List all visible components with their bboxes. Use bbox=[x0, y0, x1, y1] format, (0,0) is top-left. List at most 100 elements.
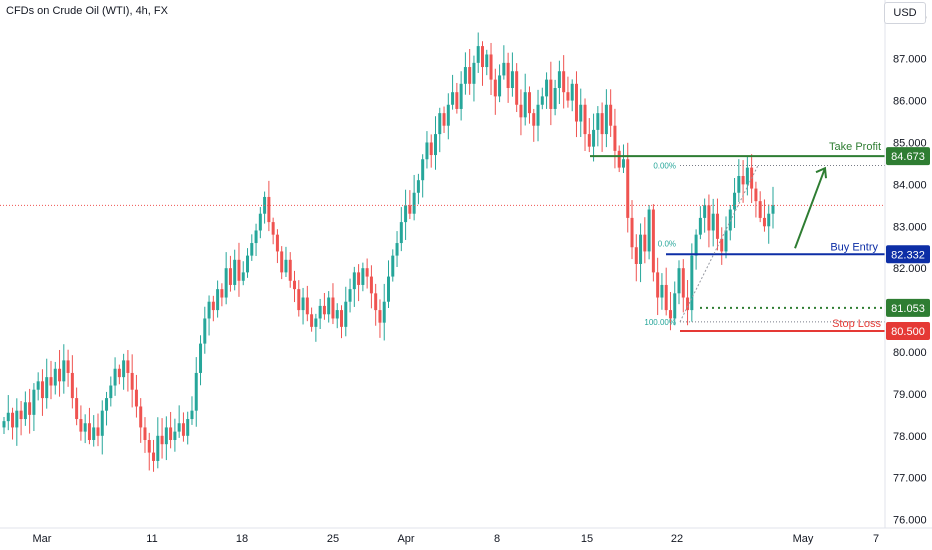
x-tick-label: 18 bbox=[236, 533, 248, 545]
candle-body bbox=[169, 427, 173, 440]
candle-body bbox=[703, 205, 707, 218]
y-tick-label: 82.000 bbox=[893, 263, 927, 275]
candle-body bbox=[75, 398, 79, 420]
candle-body bbox=[459, 83, 463, 109]
candle-body bbox=[438, 113, 442, 135]
candle-body bbox=[694, 234, 698, 256]
candle-body bbox=[442, 113, 446, 126]
candle-body bbox=[493, 79, 497, 97]
candle-body bbox=[720, 238, 724, 252]
candle-body bbox=[66, 360, 70, 373]
fib-top-label: 0.00% bbox=[653, 162, 676, 171]
candle-body bbox=[574, 83, 578, 122]
candle-body bbox=[660, 284, 664, 298]
candle-body bbox=[6, 412, 10, 422]
candle-body bbox=[113, 368, 117, 386]
candle-body bbox=[87, 423, 91, 440]
candle-body bbox=[340, 310, 344, 327]
y-tick-label: 86.000 bbox=[893, 96, 927, 108]
candle-body bbox=[96, 427, 100, 436]
candle-body bbox=[416, 180, 420, 193]
x-tick-label: 25 bbox=[327, 533, 339, 545]
candle-body bbox=[160, 435, 164, 445]
candle-body bbox=[224, 268, 228, 298]
fib-trend-line bbox=[679, 165, 759, 323]
candle-body bbox=[647, 209, 651, 252]
x-tick-label: 8 bbox=[494, 533, 500, 545]
candle-body bbox=[19, 410, 23, 420]
take-profit-label: Take Profit bbox=[829, 141, 881, 153]
candle-body bbox=[532, 113, 536, 126]
y-tick-label: 77.000 bbox=[893, 473, 927, 485]
candle-body bbox=[258, 213, 262, 231]
candle-body bbox=[280, 251, 284, 273]
y-tick-label: 78.000 bbox=[893, 431, 927, 443]
candle-body bbox=[698, 217, 702, 235]
candle-body bbox=[733, 192, 737, 210]
candle-body bbox=[45, 377, 49, 399]
candle-body bbox=[686, 297, 690, 311]
candle-body bbox=[395, 243, 399, 256]
candle-body bbox=[540, 96, 544, 105]
fib-mid-label: 0.0% bbox=[658, 239, 676, 248]
projection-arrow-head bbox=[815, 166, 827, 179]
candle-body bbox=[267, 196, 271, 223]
candle-body bbox=[130, 372, 134, 390]
candle-body bbox=[49, 377, 53, 386]
candle-body bbox=[152, 452, 156, 461]
time-axis[interactable]: Mar 11 18 25 Apr 8 15 22 May 7 bbox=[33, 533, 880, 545]
candle-body bbox=[592, 129, 596, 147]
candle-body bbox=[673, 293, 677, 319]
candle-body bbox=[489, 54, 493, 80]
candle-body bbox=[613, 125, 617, 151]
candle-body bbox=[600, 113, 604, 135]
candle-body bbox=[480, 46, 484, 68]
candle-body bbox=[32, 389, 36, 415]
candle-body bbox=[79, 419, 83, 432]
fib-bottom-label: 100.00% bbox=[644, 318, 676, 327]
candle-body bbox=[455, 92, 459, 109]
candle-body bbox=[446, 104, 450, 126]
candle-body bbox=[40, 381, 44, 399]
candle-body bbox=[566, 92, 570, 101]
candle-body bbox=[58, 368, 62, 382]
candle-body bbox=[399, 222, 403, 244]
candle-body bbox=[331, 297, 335, 319]
candle-body bbox=[502, 62, 506, 76]
candle-body bbox=[100, 410, 104, 436]
candle-body bbox=[194, 372, 198, 411]
candle-body bbox=[711, 213, 715, 231]
candle-body bbox=[451, 92, 455, 105]
candle-body bbox=[408, 205, 412, 214]
candle-body bbox=[365, 268, 369, 277]
candle-body bbox=[707, 205, 711, 231]
candle-body bbox=[288, 259, 292, 281]
candle-body bbox=[617, 150, 621, 168]
candle-body bbox=[433, 134, 437, 156]
candle-body bbox=[536, 104, 540, 126]
candle-body bbox=[181, 423, 185, 436]
candle-body bbox=[498, 75, 502, 97]
currency-button[interactable]: USD bbox=[884, 2, 926, 24]
candle-body bbox=[15, 410, 19, 428]
candle-body bbox=[468, 67, 472, 84]
candle-body bbox=[510, 71, 514, 88]
candle-body bbox=[190, 410, 194, 420]
x-tick-label: May bbox=[793, 533, 814, 545]
candle-body bbox=[92, 427, 96, 440]
candle-body bbox=[216, 289, 220, 311]
candle-body bbox=[126, 360, 130, 373]
candle-body bbox=[527, 92, 531, 114]
support-tag-box bbox=[886, 298, 930, 317]
price-axis[interactable]: 76.00077.00078.00079.00080.00081.00082.0… bbox=[893, 12, 927, 527]
candle-body bbox=[310, 314, 314, 327]
y-tick-label: 84.000 bbox=[893, 179, 927, 191]
stop-loss-tag-label: 80.500 bbox=[891, 326, 925, 338]
candle-body bbox=[421, 159, 425, 181]
candle-body bbox=[134, 389, 138, 407]
candle-body bbox=[357, 272, 361, 285]
x-tick-label: 22 bbox=[671, 533, 683, 545]
candle-body bbox=[318, 305, 322, 319]
candle-body bbox=[199, 343, 203, 373]
